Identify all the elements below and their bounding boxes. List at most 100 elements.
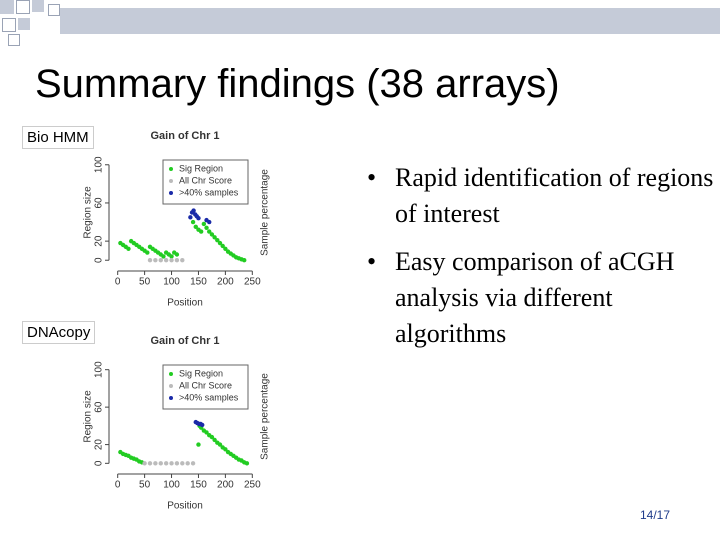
point bbox=[217, 240, 223, 246]
point bbox=[147, 461, 153, 466]
point bbox=[180, 258, 185, 263]
point bbox=[204, 225, 209, 230]
point bbox=[153, 461, 158, 466]
legend-entry: All Chr Score bbox=[179, 380, 232, 390]
method-label: Bio HMM bbox=[22, 126, 94, 149]
point bbox=[200, 422, 205, 428]
point bbox=[207, 229, 212, 234]
x-axis-label: Position bbox=[167, 501, 203, 512]
point bbox=[174, 461, 180, 466]
header-bar bbox=[60, 8, 720, 34]
decoration bbox=[2, 18, 16, 32]
point bbox=[242, 258, 247, 263]
point bbox=[169, 254, 174, 259]
x-tick-label: 100 bbox=[163, 480, 180, 491]
x-tick-label: 0 bbox=[115, 480, 121, 491]
point bbox=[212, 437, 217, 443]
point bbox=[163, 258, 169, 263]
point bbox=[191, 208, 196, 213]
point bbox=[174, 258, 180, 263]
chart-title: Gain of Chr 1 bbox=[150, 335, 219, 347]
legend-entry: Sig Region bbox=[179, 163, 223, 173]
y-tick-label: 60 bbox=[94, 197, 105, 209]
point bbox=[209, 232, 215, 237]
x-axis-label: Position bbox=[167, 298, 203, 309]
legend-swatch bbox=[169, 384, 173, 388]
y-tick-label: 0 bbox=[94, 257, 105, 263]
point bbox=[188, 215, 193, 220]
decoration bbox=[32, 0, 44, 12]
y-tick-label: 100 bbox=[94, 361, 105, 378]
point bbox=[196, 442, 201, 447]
point bbox=[126, 246, 131, 251]
legend-entry: >40% samples bbox=[179, 392, 239, 402]
page-number: 14/17 bbox=[640, 508, 671, 522]
point bbox=[196, 216, 201, 221]
point bbox=[223, 246, 228, 251]
y-tick-label: 60 bbox=[94, 401, 105, 413]
decoration bbox=[16, 0, 30, 14]
x-tick-label: 50 bbox=[139, 277, 151, 288]
x-tick-label: 100 bbox=[163, 277, 180, 288]
x-tick-label: 50 bbox=[139, 480, 151, 491]
point bbox=[190, 219, 196, 225]
point bbox=[212, 235, 217, 240]
point bbox=[153, 258, 158, 263]
x-tick-label: 0 bbox=[115, 277, 121, 288]
y-tick-label: 20 bbox=[94, 235, 105, 247]
decoration bbox=[8, 34, 20, 46]
x-tick-label: 150 bbox=[190, 480, 207, 491]
point bbox=[145, 250, 150, 255]
point bbox=[209, 434, 215, 440]
y2-axis-label: Sample percentage bbox=[260, 169, 271, 256]
point bbox=[169, 258, 174, 263]
legend-box bbox=[162, 364, 249, 410]
point bbox=[163, 461, 169, 466]
decoration bbox=[18, 18, 30, 30]
x-tick-label: 150 bbox=[190, 277, 207, 288]
y-tick-label: 20 bbox=[94, 439, 105, 451]
point bbox=[204, 430, 209, 435]
method-label: DNAcopy bbox=[22, 321, 96, 344]
x-tick-label: 250 bbox=[244, 480, 261, 491]
point bbox=[244, 461, 250, 466]
point bbox=[201, 221, 207, 227]
decoration bbox=[0, 0, 14, 14]
slide-title: Summary findings (38 arrays) bbox=[35, 62, 560, 106]
chart-title: Gain of Chr 1 bbox=[150, 130, 219, 142]
bullet: Rapid identification of regions of inter… bbox=[367, 160, 720, 232]
decoration bbox=[48, 4, 60, 16]
point bbox=[180, 461, 185, 466]
point bbox=[185, 461, 190, 466]
bullet-list: Rapid identification of regions of inter… bbox=[365, 160, 720, 364]
point bbox=[174, 252, 180, 257]
x-tick-label: 200 bbox=[217, 277, 234, 288]
point bbox=[223, 447, 228, 452]
point bbox=[207, 219, 212, 225]
y-tick-label: 100 bbox=[94, 156, 105, 173]
point bbox=[147, 258, 153, 263]
legend-entry: Sig Region bbox=[179, 368, 223, 378]
x-tick-label: 200 bbox=[217, 480, 234, 491]
legend-swatch bbox=[169, 167, 173, 171]
point bbox=[142, 461, 147, 466]
point bbox=[169, 461, 174, 466]
x-tick-label: 250 bbox=[244, 277, 261, 288]
legend-entry: >40% samples bbox=[179, 187, 239, 197]
point bbox=[215, 237, 220, 243]
y2-axis-label: Sample percentage bbox=[260, 373, 271, 460]
y-axis-label: Region size bbox=[83, 186, 94, 239]
legend-swatch bbox=[169, 396, 173, 400]
point bbox=[193, 224, 198, 230]
point bbox=[217, 442, 223, 447]
legend-entry: All Chr Score bbox=[179, 175, 232, 185]
legend-swatch bbox=[169, 191, 173, 195]
bullet: Easy comparison of aCGH analysis via dif… bbox=[367, 244, 720, 352]
legend-swatch bbox=[169, 179, 173, 183]
y-axis-label: Region size bbox=[83, 390, 94, 443]
y-tick-label: 0 bbox=[94, 460, 105, 466]
point bbox=[158, 258, 163, 263]
point bbox=[158, 461, 163, 466]
